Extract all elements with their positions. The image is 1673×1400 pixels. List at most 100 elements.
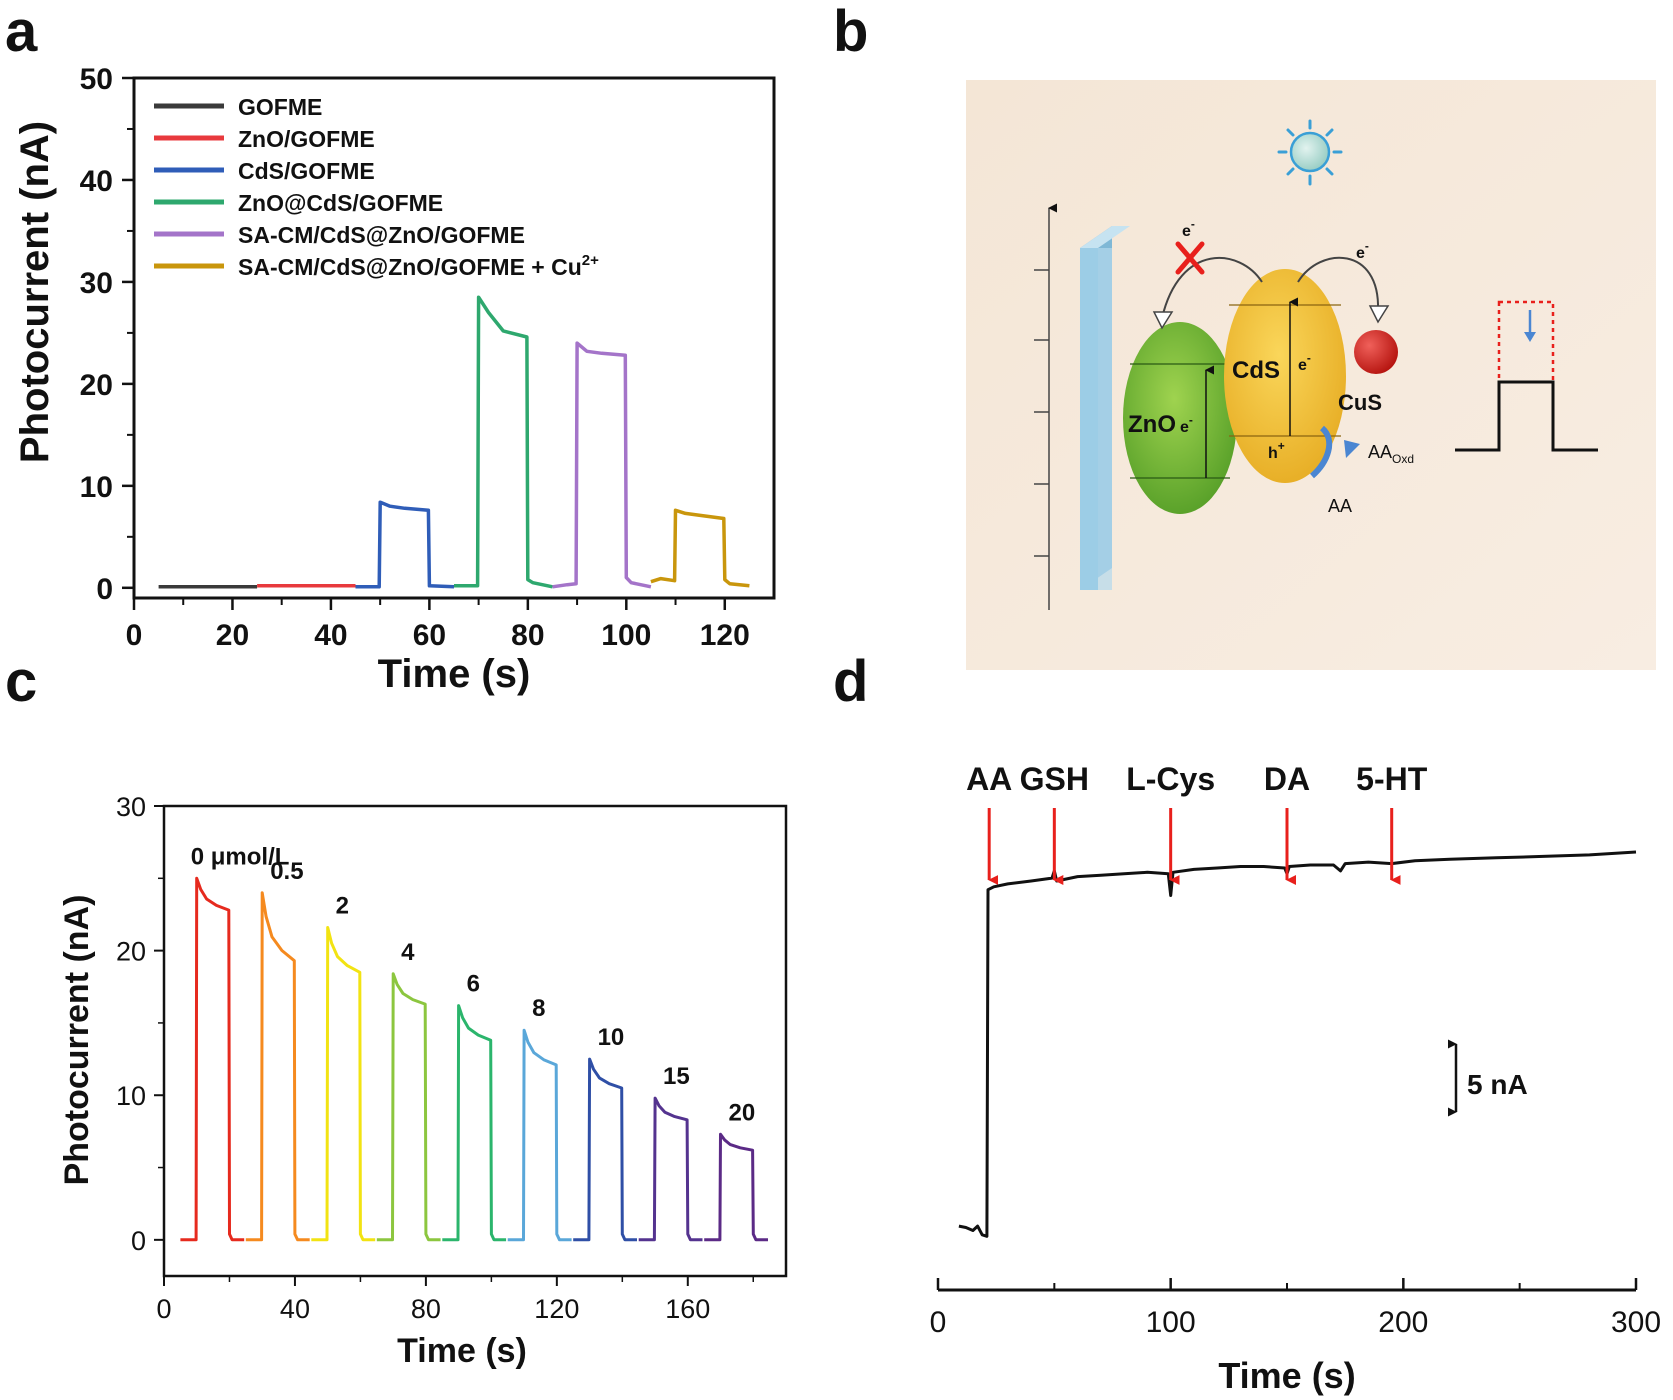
panel-a-xtick-label: 0	[126, 619, 143, 652]
panel-a-xtick-label: 20	[216, 619, 249, 652]
blocked-electron-label: e-	[1182, 217, 1195, 240]
panel-a-ylabel: Photocurrent (nA)	[13, 121, 57, 463]
concentration-label-10: 10	[598, 1024, 625, 1051]
panel-d-xtick-label: 300	[1611, 1306, 1661, 1339]
concentration-label-20: 20	[729, 1099, 756, 1126]
concentration-label-0.5: 0.5	[270, 858, 303, 885]
panel-a-ytick-label: 10	[80, 471, 113, 504]
panel-a-ytick-label: 40	[80, 165, 113, 198]
panel-d-xtick-label: 100	[1146, 1306, 1196, 1339]
panel-c-ytick-label: 20	[116, 937, 146, 967]
cus-particle	[1354, 330, 1398, 374]
sun-icon	[1277, 119, 1343, 186]
panel-c-xtick-label: 120	[534, 1294, 579, 1324]
panel-c-chart: 0 40 80 120 160 0 10 20 30 0 μmol/L0.5 2 4 6 8 10 15 20…	[58, 792, 788, 1370]
concentration-label-6: 6	[467, 971, 480, 998]
panel-a-ytick-label: 0	[96, 573, 113, 606]
aa-oxd-label: AAOxd	[1368, 442, 1414, 466]
panel-c-series-15	[638, 1096, 703, 1242]
legend-label-3: ZnO@CdS/GOFME	[238, 190, 443, 216]
analyte-label-L-Cys: L-Cys	[1126, 761, 1215, 797]
legend-label-1: ZnO/GOFME	[238, 126, 375, 152]
cds-label: CdS	[1232, 357, 1280, 384]
panel-c-series-10	[573, 1057, 637, 1242]
cds-particle	[1224, 269, 1346, 483]
panel-c-series-0.5	[245, 891, 310, 1242]
panel-c-frame	[162, 804, 788, 1278]
panel-c-series-0	[180, 876, 245, 1242]
aa-arrowhead-icon	[1344, 440, 1360, 458]
zno-arrowhead-icon	[1152, 311, 1174, 330]
panel-label-a: a	[5, 0, 38, 64]
panel-c-series-20	[704, 1132, 768, 1242]
panel-a-series-4	[552, 341, 652, 589]
cds-hole-label: h+	[1268, 439, 1285, 462]
panel-c-xtick-label: 80	[411, 1294, 441, 1324]
panel-c-ylabel: Photocurrent (nA)	[58, 895, 96, 1186]
panel-c-series-8	[507, 1028, 572, 1242]
concentration-label-8: 8	[532, 995, 545, 1022]
panel-label-d: d	[833, 649, 869, 714]
zno-electron-label: e-	[1180, 413, 1193, 436]
panel-c-xtick-label: 0	[156, 1294, 171, 1324]
scale-bar-label: 5 nA	[1467, 1069, 1528, 1100]
cus-label: CuS	[1338, 390, 1382, 415]
panel-a-series-5	[650, 508, 750, 588]
panel-c-xtick-label: 40	[280, 1294, 310, 1324]
concentration-label-4: 4	[401, 939, 415, 966]
panel-c-ytick-label: 0	[131, 1226, 146, 1256]
panel-a-ytick-label: 30	[80, 267, 113, 300]
concentration-label-2: 2	[336, 892, 349, 919]
panel-a-ytick-label: 20	[80, 369, 113, 402]
legend-label-5: SA-CM/CdS@ZnO/GOFME + Cu2+	[238, 252, 599, 280]
panel-a-series-3	[454, 295, 553, 589]
panel-a-xtick-label: 100	[601, 619, 651, 652]
panel-a-series-2	[355, 500, 455, 589]
panel-c-series-2	[311, 926, 376, 1242]
panel-a-xlabel: Time (s)	[378, 652, 531, 696]
blocked-cross-icon	[1175, 241, 1205, 275]
panel-a-xtick-label: 120	[700, 619, 750, 652]
concentration-label-0: 0 μmol/L	[191, 843, 290, 870]
aa-label: AA	[1328, 496, 1352, 516]
panel-a-ytick-label: 50	[80, 63, 113, 96]
aa-oxidation-arrow	[1309, 425, 1333, 479]
analyte-label-GSH: GSH	[1020, 761, 1089, 797]
panel-c-xlabel: Time (s)	[397, 1332, 527, 1370]
panel-d-xlabel: Time (s)	[1218, 1355, 1355, 1396]
panel-a-xtick-label: 40	[314, 619, 347, 652]
electron-transfer-arrows	[1161, 256, 1380, 319]
panel-a-xtick-label: 60	[413, 619, 446, 652]
concentration-label-15: 15	[663, 1063, 690, 1090]
panel-label-b: b	[833, 0, 869, 64]
panel-d-trace	[958, 850, 1637, 1238]
panel-a-frame	[132, 76, 776, 600]
panel-c-series-6	[442, 1004, 507, 1242]
legend-label-0: GOFME	[238, 94, 322, 120]
panel-c-ytick-label: 30	[116, 792, 146, 822]
panel-c-xtick-label: 160	[665, 1294, 710, 1324]
panel-a-chart: 0 20 40 60 80 100 120 0 10 20 30 40 50 GOFME ZnO/GOFM…	[13, 63, 776, 696]
cds-electron-label: e-	[1298, 351, 1311, 374]
electrode-slab	[1080, 226, 1130, 590]
panel-d-xtick-label: 200	[1378, 1306, 1428, 1339]
panel-b-diagram: ZnO e- CdS e- h+ e- e- CuS AA AAO	[966, 80, 1656, 670]
panel-d-chart: 0 100 200 300 AA GSH L-Cys DA 5-HT 5 nA Time (s…	[930, 761, 1661, 1396]
energy-axis	[1034, 203, 1057, 610]
panel-a-xtick-label: 80	[511, 619, 544, 652]
zno-particle	[1123, 322, 1237, 514]
transfer-electron-label: e-	[1356, 239, 1369, 262]
photocurrent-pulse-icon	[1455, 300, 1598, 452]
legend-label-4: SA-CM/CdS@ZnO/GOFME	[238, 222, 525, 248]
legend-label-2: CdS/GOFME	[238, 158, 375, 184]
zno-label: ZnO	[1128, 411, 1176, 438]
panel-c-ytick-label: 10	[116, 1081, 146, 1111]
panel-d-xtick-label: 0	[930, 1306, 947, 1339]
analyte-label-AA: AA	[966, 761, 1012, 797]
analyte-label-5-HT: 5-HT	[1356, 761, 1428, 797]
panel-c-series-4	[376, 972, 441, 1242]
analyte-label-DA: DA	[1264, 761, 1310, 797]
panel-label-c: c	[5, 649, 38, 714]
cus-arrowhead-icon	[1368, 305, 1390, 324]
